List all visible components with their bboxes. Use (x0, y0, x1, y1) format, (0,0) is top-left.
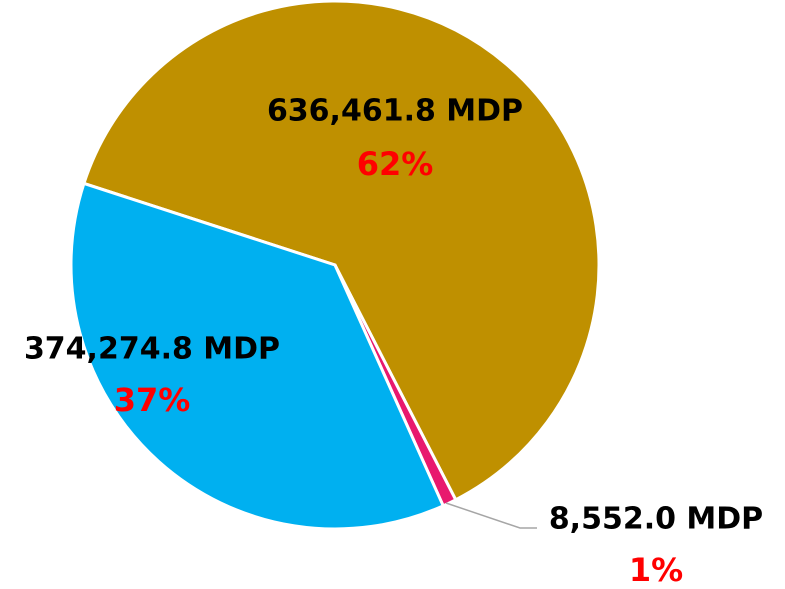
percent-label: 37% (114, 381, 191, 419)
data-label: 8,552.0 MDP (549, 502, 763, 537)
pie-slice (82, 0, 601, 502)
leader-line (445, 502, 537, 529)
percent-label: 1% (629, 551, 683, 589)
data-label: 636,461.8 MDP (267, 94, 523, 129)
pie-slice (69, 181, 446, 531)
data-label: 374,274.8 MDP (24, 332, 280, 367)
percent-label: 62% (357, 145, 434, 183)
